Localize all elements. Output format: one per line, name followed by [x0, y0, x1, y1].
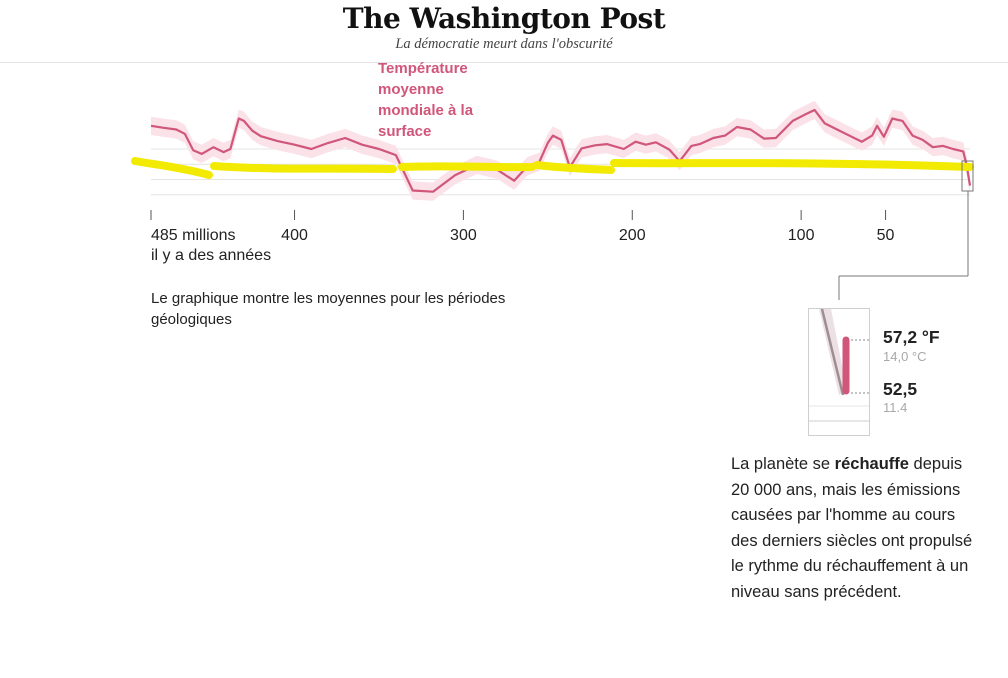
temperature-chart: 485 millions il y a des années 400 300 200 10… [131, 100, 974, 300]
x-tick-label: 300 [450, 227, 477, 244]
x-tick-label: 50 [877, 227, 895, 244]
x-tick-sublabel: il y a des années [151, 247, 271, 264]
inset-high-celsius: 14,0 °C [883, 349, 927, 364]
chart-footnote: Le graphique montre les moyennes pour le… [151, 290, 506, 328]
washington-post-logo[interactable]: The Washington Post [342, 2, 666, 35]
inset-high-fahrenheit: 57,2 °F [883, 327, 940, 347]
inset-trend-line [820, 308, 845, 396]
uncertainty-band [151, 100, 970, 201]
yellow-highlighter-annotation [131, 157, 974, 179]
inset-low-fahrenheit: 52,5 [883, 379, 918, 399]
x-tick-label: 400 [281, 227, 308, 244]
highlighter-stroke [398, 162, 536, 172]
inset-low-celsius: 11.4 [883, 400, 908, 415]
zoom-inset [808, 308, 870, 436]
highlighter-stroke [610, 159, 974, 171]
series-label: Température moyenne mondiale à la surfac… [378, 60, 474, 140]
x-tick-label: 200 [619, 227, 646, 244]
warming-annotation-emphasis: réchauffe [834, 455, 909, 473]
x-tick-label: 100 [788, 227, 815, 244]
highlighter-stroke [131, 157, 213, 179]
x-tick-label: 485 millions [151, 227, 235, 244]
highlighter-stroke [533, 161, 615, 174]
highlighter-stroke [210, 162, 397, 173]
masthead: The Washington Post La démocratie meurt … [0, 0, 1008, 63]
temperature-line [150, 108, 972, 193]
inset-mini-chart [809, 308, 869, 422]
x-axis: 485 millions il y a des années 400 300 200 10… [150, 210, 895, 264]
warming-annotation-lead: La planète se [731, 455, 835, 473]
masthead-tagline: La démocratie meurt dans l'obscurité [395, 36, 613, 52]
warming-annotation-rest: depuis 20 000 ans, mais les émissions ca… [731, 455, 973, 601]
warming-annotation: La planète se réchauffe depuis 20 000 an… [731, 452, 981, 605]
